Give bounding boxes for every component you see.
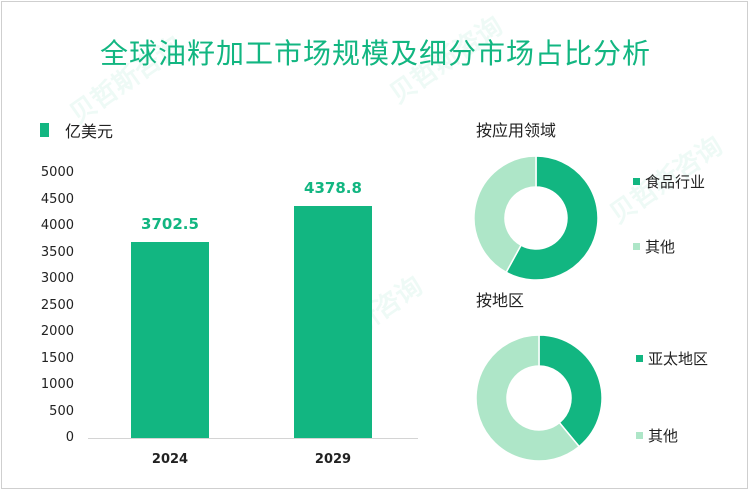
chart-title: 全球油籽加工市场规模及细分市场占比分析 <box>99 37 651 70</box>
y-tick-label: 3500 <box>40 244 74 260</box>
donut-slice-亚太地区 <box>538 334 603 448</box>
y-tick-label: 1000 <box>40 377 74 392</box>
bar-2029 <box>294 205 372 438</box>
y-tick-label: 5000 <box>40 165 74 180</box>
y-tick-label: 2000 <box>40 324 74 339</box>
donut-slice-食品行业 <box>505 155 599 281</box>
donut-chart-application <box>473 155 599 281</box>
donut1-legend-item-2: 其他 <box>633 236 675 257</box>
donut2-legend-item-2: 其他 <box>636 425 678 446</box>
donut1-legend-item-1: 食品行业 <box>633 171 705 192</box>
legend-label: 食品行业 <box>645 173 706 191</box>
bar-value-label: 3702.5 <box>141 214 199 233</box>
x-axis-line <box>88 438 418 439</box>
donut-title-application: 按应用领域 <box>476 121 557 140</box>
y-tick-label: 0 <box>65 430 74 445</box>
y-tick-label: 4500 <box>40 191 74 207</box>
x-tick-label: 2024 <box>151 452 189 467</box>
donut-title-region: 按地区 <box>476 291 525 310</box>
donut-chart-region <box>475 334 603 462</box>
bar-legend: 亿美元 <box>40 118 113 142</box>
y-tick-label: 3000 <box>40 271 74 286</box>
y-tick-label: 2500 <box>40 297 74 313</box>
legend-label: 其他 <box>645 238 676 256</box>
bar-2024 <box>131 241 209 438</box>
donut-slice-其他 <box>473 155 537 274</box>
y-tick-label: 500 <box>49 403 74 419</box>
y-tick-label: 4000 <box>40 218 74 233</box>
bar-value-label: 4378.8 <box>304 178 362 197</box>
legend-swatch <box>636 355 643 362</box>
legend-label: 亚太地区 <box>648 350 709 368</box>
legend-label: 亿美元 <box>65 122 114 141</box>
legend-swatch <box>633 178 640 185</box>
legend-swatch <box>40 123 49 137</box>
donut2-legend-item-1: 亚太地区 <box>636 348 708 369</box>
legend-swatch <box>633 243 640 250</box>
y-tick-label: 1500 <box>40 350 74 366</box>
x-tick-label: 2029 <box>314 452 352 467</box>
donut-slice-其他 <box>475 334 581 462</box>
legend-swatch <box>636 432 643 439</box>
legend-label: 其他 <box>648 427 679 445</box>
